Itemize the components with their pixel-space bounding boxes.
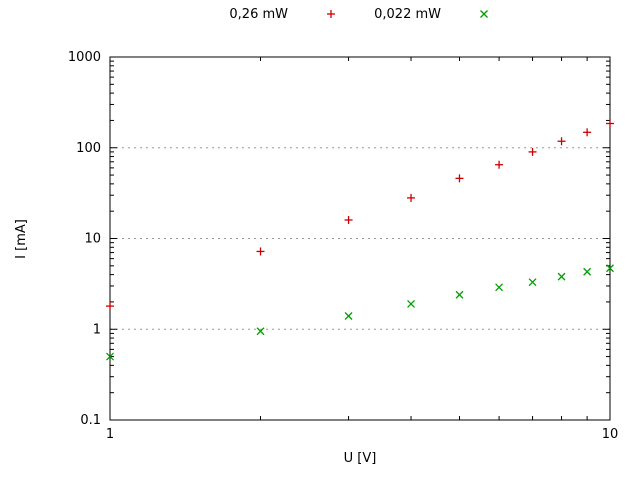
x-tick-label: 10 [602,427,619,442]
y-tick-label: 1 [93,322,101,337]
data-point-plus-marker [606,119,614,128]
legend-label: 0,26 mW [229,7,288,22]
y-axis-label: I [mA] [14,219,29,259]
data-point-plus-marker [583,128,592,137]
marker-stroke [606,264,614,273]
axes-layer: 1 10 0.1 1 10 100 1000 [68,50,618,442]
marker-stroke [583,267,592,276]
data-point-plus-marker [256,247,265,256]
data-point-cross-marker [495,283,504,292]
marker-stroke [557,272,566,281]
data-point-plus-marker [557,137,566,146]
marker-stroke [480,10,488,18]
y-tick-label: 1000 [68,50,101,65]
data-points-layer [106,119,614,361]
marker-stroke [455,290,464,299]
y-tick-label: 0.1 [80,413,101,428]
data-point-plus-marker [106,302,114,311]
data-point-cross-marker [407,299,415,308]
plot-border [109,56,611,421]
data-point-cross-marker [344,312,353,320]
data-point-plus-marker [327,10,335,18]
x-axis-label: U [V] [344,451,377,466]
data-point-plus-marker [344,215,353,224]
data-point-cross-marker [256,327,265,336]
marker-stroke [495,283,504,292]
data-point-cross-marker [480,10,488,18]
marker-stroke [256,327,265,336]
marker-stroke [106,352,114,361]
data-point-cross-marker [557,272,566,281]
y-tick-label: 100 [76,141,101,156]
x-tick-label: 1 [106,427,114,442]
data-point-cross-marker [606,264,614,273]
data-point-cross-marker [455,290,464,299]
data-point-cross-marker [528,278,537,287]
marker-stroke [407,299,415,308]
grid-layer [110,147,610,330]
data-point-plus-marker [407,193,416,202]
legend: 0,26 mW 0,022 mW [229,7,488,22]
legend-label: 0,022 mW [374,7,441,22]
data-point-plus-marker [528,147,537,156]
y-tick-label: 10 [84,232,101,247]
marker-stroke [344,312,353,320]
marker-stroke [528,278,537,287]
data-point-plus-marker [495,160,504,169]
data-point-plus-marker [455,174,464,183]
data-point-cross-marker [583,267,592,276]
data-point-cross-marker [106,352,114,361]
